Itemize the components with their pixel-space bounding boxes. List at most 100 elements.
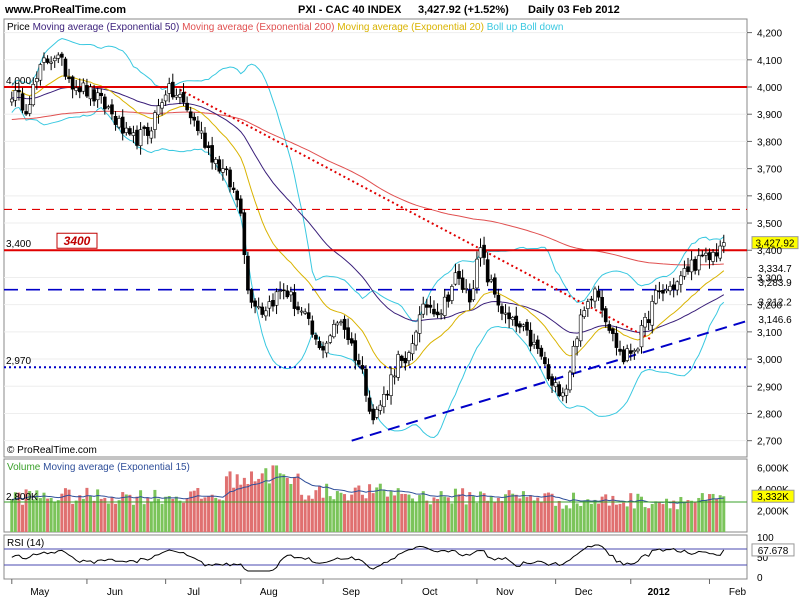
candle-body: [503, 312, 508, 315]
volume-tag-bg: [751, 489, 795, 503]
price-tick-label: 3,900: [757, 110, 782, 121]
candle-body: [103, 96, 107, 110]
volume-bar: [532, 500, 536, 532]
volume-bar: [486, 500, 490, 532]
candle-body: [546, 364, 551, 380]
volume-bar: [224, 476, 228, 532]
rsi-tag-bg: [751, 543, 795, 557]
volume-bar: [368, 484, 372, 532]
candle-body: [399, 355, 404, 361]
candle-body: [607, 324, 612, 331]
candle-body: [618, 348, 622, 352]
volume-bar: [99, 498, 103, 532]
price-tick-label: 2,900: [757, 382, 782, 393]
volume-bar: [56, 500, 60, 532]
candle-body: [60, 53, 64, 58]
volume-bar: [35, 490, 39, 532]
volume-bar: [210, 494, 214, 532]
volume-bar: [554, 505, 558, 532]
volume-bar: [192, 490, 196, 532]
candle-body: [514, 315, 519, 327]
volume-bar: [106, 503, 110, 532]
candle-body: [267, 301, 272, 309]
volume-bar: [715, 498, 719, 532]
price-tick-label: 3,300: [757, 273, 782, 284]
month-label: Dec: [575, 587, 593, 598]
candle-body: [235, 190, 239, 201]
legend-entry: Moving average (Exponential 15): [40, 462, 190, 473]
volume-bar: [665, 498, 669, 532]
candle-body: [471, 288, 476, 301]
volume-bar: [85, 487, 89, 532]
rsi-tag: 67.678: [758, 546, 789, 557]
volume-bar: [303, 499, 307, 532]
volume-bar: [521, 491, 525, 532]
candle-body: [510, 317, 515, 320]
volume-bar: [257, 478, 261, 532]
volume-bar: [232, 487, 236, 532]
volume-bar: [246, 484, 250, 532]
legend-entry: Moving average (Exponential 200): [179, 22, 334, 33]
volume-bar: [411, 498, 415, 532]
candle-body: [478, 247, 483, 259]
volume-bar: [217, 499, 221, 532]
candle-body: [628, 350, 633, 354]
candle-body: [27, 104, 32, 114]
candle-body: [349, 338, 354, 344]
price-panel: [3, 18, 748, 458]
candle-body: [314, 334, 318, 340]
candle-body: [35, 78, 39, 83]
candle-body: [106, 106, 111, 109]
candle-body: [654, 290, 658, 304]
rsi-tick-label: 0: [757, 573, 763, 584]
price-tag-bg: [751, 236, 799, 250]
candle-body: [696, 255, 701, 271]
rsi-panel: [3, 534, 748, 580]
volume-bar: [643, 507, 647, 532]
rsi-line: [11, 544, 725, 572]
candle-body: [721, 242, 726, 247]
volume-bar: [371, 493, 375, 532]
volume-bar: [296, 473, 300, 532]
volume-bar: [253, 481, 257, 532]
volume-bar: [446, 497, 450, 532]
volume-bar: [518, 498, 522, 532]
rsi-layer: [4, 544, 747, 572]
price-layer: 4,000 3,400 2,970 3400: [4, 32, 748, 442]
month-label: 2012: [648, 587, 671, 598]
candle-body: [328, 335, 333, 343]
volume-bar: [339, 492, 343, 532]
candle-body: [299, 310, 304, 313]
volume-bar: [182, 502, 186, 532]
candle-body: [664, 289, 669, 292]
candle-body: [224, 168, 229, 171]
candle-body: [392, 375, 397, 378]
volume-bar: [260, 473, 264, 532]
volume-bar: [103, 497, 107, 532]
volume-bar: [92, 500, 96, 532]
period-date: Daily 03 Feb 2012: [528, 4, 620, 16]
candle-body: [421, 303, 426, 315]
candle-body: [81, 82, 86, 92]
legend-entry: Moving average (Exponential 20): [334, 22, 484, 33]
volume-bar: [242, 477, 246, 532]
ema20-line: [11, 75, 725, 370]
candle-body: [67, 76, 71, 80]
candle-body: [550, 376, 554, 386]
volume-bar: [396, 488, 400, 532]
candle-body: [378, 404, 383, 411]
volume-bar: [350, 494, 354, 532]
candle-body: [689, 259, 694, 273]
volume-bar: [525, 497, 529, 532]
candle-body: [614, 332, 619, 348]
volume-bar: [78, 495, 82, 532]
candle-body: [700, 254, 705, 257]
price-tag: 3,146.6: [758, 315, 792, 326]
volume-bar: [153, 489, 157, 532]
candle-body: [13, 90, 18, 101]
volume-bar: [60, 493, 64, 532]
volume-bar: [471, 496, 475, 532]
price-tick-label: 2,800: [757, 409, 782, 420]
volume-bar: [650, 503, 654, 532]
candle-body: [439, 313, 443, 316]
